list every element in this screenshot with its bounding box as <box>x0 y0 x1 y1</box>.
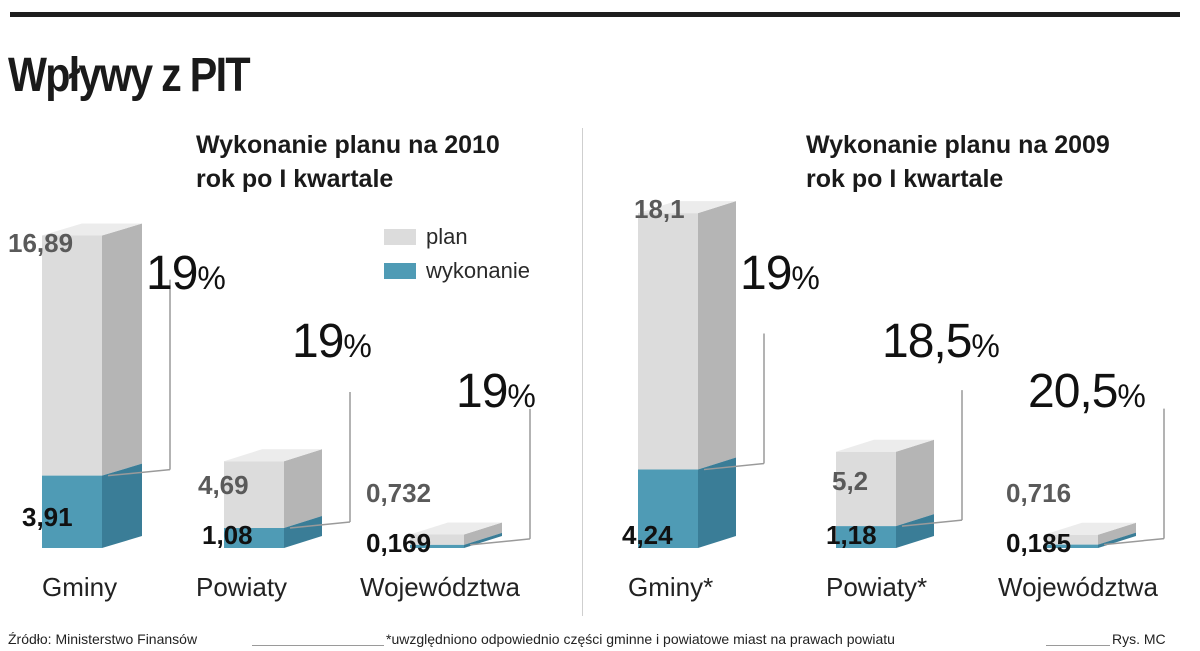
bar-0-1-execution-front <box>224 528 284 548</box>
legend-execution-label: wykonanie <box>426 258 530 283</box>
bar-0-2-execution-front <box>410 544 464 548</box>
page-title: Wpływy z PIT <box>8 49 251 102</box>
exec-value-gminy-2010: 3,91 <box>22 502 73 532</box>
legend-plan-label: plan <box>426 224 468 249</box>
category-gminy-2010: Gminy <box>42 572 118 602</box>
legend-plan-swatch <box>384 229 416 245</box>
percent-wojewodztwa-2009: 20,5% <box>1028 364 1146 419</box>
bar-0-1-leader-pointer <box>289 521 351 529</box>
footer-credit: Rys. MC <box>1112 631 1166 647</box>
bar-1-0-plan-top <box>638 201 736 214</box>
chart-subtitle-2010: Wykonanie planu na 2010 rok po I kwartal… <box>196 131 500 193</box>
category-gminy-2009: Gminy* <box>628 572 714 602</box>
bar-0-0-plan-top <box>42 223 142 236</box>
bar-1-2-leader-pointer <box>1103 537 1165 546</box>
legend-execution: wykonanie <box>384 258 530 284</box>
percent-sign: % <box>971 328 999 364</box>
percent-gminy-2009: 19% <box>740 246 820 301</box>
exec-value-powiaty-2010: 1,08 <box>202 520 253 550</box>
chart-subtitle-2009: Wykonanie planu na 2009 rok po I kwartal… <box>806 131 1110 193</box>
bar-0-2-plan-side <box>464 522 502 545</box>
bar-0-1-plan-side <box>284 449 322 529</box>
bar-0-0-leader-pointer <box>107 468 171 477</box>
bar-1-0-plan-side <box>698 201 736 470</box>
exec-value-gminy-2009: 4,24 <box>622 520 673 550</box>
plan-value-gminy-2010: 16,89 <box>8 228 74 258</box>
bar-1-2-execution-front <box>1044 544 1098 548</box>
footer-leader-1 <box>252 645 384 646</box>
bar-1-1-execution-side <box>896 514 934 548</box>
plan-value-wojewodztwa-2010: 0,732 <box>366 478 432 508</box>
plan-value-powiaty-2010: 4,69 <box>198 470 249 500</box>
bar-0-2-plan-front <box>410 534 464 545</box>
percent-powiaty-2009: 18,5% <box>882 314 1000 369</box>
category-wojewodztwa-2009: Województwa <box>998 572 1158 602</box>
plan-value-wojewodztwa-2009: 0,716 <box>1006 478 1072 508</box>
bar-0-0-execution-front <box>42 475 102 548</box>
category-powiaty-2010: Powiaty <box>196 572 288 602</box>
footer-note: *uwzględniono odpowiednio części gminne … <box>386 631 895 647</box>
bar-0-0-plan-front <box>42 235 102 476</box>
bar-1-1-leader-pointer <box>901 519 963 527</box>
bar-0-0-plan-side <box>102 223 142 476</box>
percent-wojewodztwa-2009-value: 20,5 <box>1028 365 1118 418</box>
percent-sign: % <box>343 328 371 364</box>
bar-1-0-leader-pointer <box>703 462 765 471</box>
bar-1-2-plan-top <box>1044 522 1136 535</box>
exec-value-powiaty-2009: 1,18 <box>826 520 877 550</box>
bar-1-0-execution-side <box>698 457 736 548</box>
footer-source: Źródło: Ministerstwo Finansów <box>8 631 198 647</box>
bar-1-1-plan-top <box>836 439 934 452</box>
plan-value-gminy-2009: 18,1 <box>634 194 685 224</box>
bar-1-1-plan-side <box>896 439 934 527</box>
percent-sign: % <box>507 378 535 414</box>
exec-value-wojewodztwa-2009: 0,185 <box>1006 528 1072 558</box>
percent-wojewodztwa-2010: 19% <box>456 364 536 419</box>
category-wojewodztwa-2010: Województwa <box>360 572 520 602</box>
percent-powiaty-2009-value: 18,5 <box>882 315 972 368</box>
footer-leader-2 <box>1046 645 1110 646</box>
percent-gminy-2010-value: 19 <box>146 247 198 300</box>
percent-sign: % <box>1117 378 1145 414</box>
percent-gminy-2010: 19% <box>146 246 226 301</box>
bar-0-2-leader-pointer <box>469 538 531 546</box>
bar-1-1-execution-front <box>836 526 896 548</box>
percent-powiaty-2010-value: 19 <box>292 315 344 368</box>
bar-1-1-plan-front <box>836 451 896 527</box>
bar-0-0-execution-side <box>102 463 142 548</box>
bar-0-1-execution-side <box>284 516 322 548</box>
percent-wojewodztwa-2010-value: 19 <box>456 365 508 418</box>
bar-0-1-plan-top <box>224 449 322 462</box>
bar-0-1-plan-front <box>224 461 284 529</box>
bar-1-2-plan-front <box>1044 534 1098 545</box>
bar-1-2-plan-side <box>1098 522 1136 545</box>
bar-1-0-execution-front <box>638 469 698 548</box>
bar-0-2-plan-top <box>410 522 502 535</box>
percent-sign: % <box>791 260 819 296</box>
top-rule <box>10 12 1180 17</box>
category-powiaty-2009: Powiaty* <box>826 572 928 602</box>
legend-plan: plan <box>384 224 468 250</box>
percent-gminy-2009-value: 19 <box>740 247 792 300</box>
percent-sign: % <box>197 260 225 296</box>
exec-value-wojewodztwa-2010: 0,169 <box>366 528 432 558</box>
bar-1-0-plan-front <box>638 213 698 470</box>
plan-value-powiaty-2009: 5,2 <box>832 466 869 496</box>
panel-divider <box>582 128 583 616</box>
legend-execution-swatch <box>384 263 416 279</box>
percent-powiaty-2010: 19% <box>292 314 372 369</box>
